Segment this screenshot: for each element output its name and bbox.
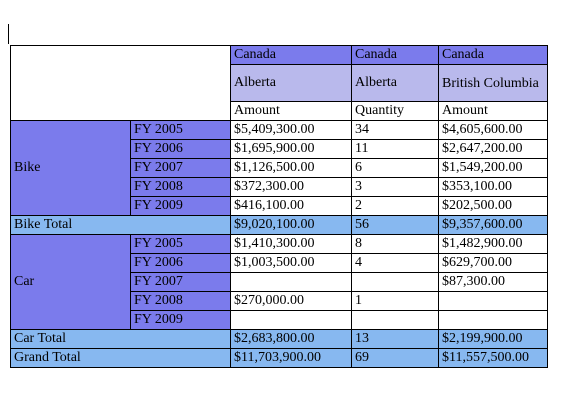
pivot-body: Canada Canada Canada Alberta Alberta Bri…: [10, 45, 548, 368]
column-header-region[interactable]: British Columbia: [438, 64, 548, 102]
row-header-year[interactable]: FY 2007: [130, 158, 231, 178]
grand-total-label: Grand Total: [10, 348, 231, 368]
value-cell: 6: [351, 158, 439, 178]
subtotal-cell: $2,199,900.00: [438, 329, 548, 349]
column-header-measure: Amount: [438, 101, 548, 121]
value-cell: 34: [351, 120, 439, 140]
column-header-region[interactable]: Alberta: [351, 64, 439, 102]
row-header-year[interactable]: FY 2008: [130, 177, 231, 197]
row-header-product[interactable]: Bike: [10, 120, 131, 216]
text-cursor: [8, 24, 9, 44]
table-row: FY 2006 $1,695,900.00 11 $2,647,200.00: [11, 139, 548, 159]
grand-total-cell: $11,557,500.00: [438, 348, 548, 368]
value-cell: $1,695,900.00: [230, 139, 352, 159]
header-row-region: Alberta Alberta British Columbia: [11, 64, 548, 102]
value-cell: $87,300.00: [438, 272, 548, 292]
table-row: FY 2007 $87,300.00: [11, 272, 548, 292]
value-cell: 2: [351, 196, 439, 216]
header-row-measure: Amount Quantity Amount: [11, 101, 548, 121]
value-cell: $270,000.00: [230, 291, 352, 311]
value-cell: $353,100.00: [438, 177, 548, 197]
row-header-year[interactable]: FY 2005: [130, 120, 231, 140]
column-header-measure: Amount: [230, 101, 352, 121]
row-header-year[interactable]: FY 2006: [130, 139, 231, 159]
column-header-region[interactable]: Alberta: [230, 64, 352, 102]
value-cell: 11: [351, 139, 439, 159]
table-row: FY 2007 $1,126,500.00 6 $1,549,200.00: [11, 158, 548, 178]
subtotal-label: Bike Total: [10, 215, 231, 235]
grand-total-row: Grand Total $11,703,900.00 69 $11,557,500.0…: [10, 348, 548, 368]
value-cell: $202,500.00: [438, 196, 548, 216]
row-header-year[interactable]: FY 2007: [130, 272, 231, 292]
value-cell: $1,549,200.00: [438, 158, 548, 178]
value-cell: $1,410,300.00: [230, 234, 352, 254]
value-cell: [438, 291, 548, 311]
grand-total-cell: $11,703,900.00: [230, 348, 352, 368]
subtotal-row: Car Total $2,683,800.00 13 $2,199,900.00: [10, 329, 548, 349]
value-cell: $416,100.00: [230, 196, 352, 216]
subtotal-cell: $9,020,100.00: [230, 215, 352, 235]
row-header-product[interactable]: Car: [10, 234, 131, 330]
value-cell: [230, 310, 352, 330]
pivot-table: Canada Canada Canada Alberta Alberta Bri…: [10, 45, 548, 368]
table-row: FY 2008 $372,300.00 3 $353,100.00: [11, 177, 548, 197]
grand-total-cell: 69: [351, 348, 439, 368]
table-row: FY 2008 $270,000.00 1: [11, 291, 548, 311]
value-cell: [351, 310, 439, 330]
subtotal-cell: $2,683,800.00: [230, 329, 352, 349]
value-cell: [230, 272, 352, 292]
value-cell: $2,647,200.00: [438, 139, 548, 159]
value-cell: $4,605,600.00: [438, 120, 548, 140]
table-row: FY 2006 $1,003,500.00 4 $629,700.00: [11, 253, 548, 273]
value-cell: $1,482,900.00: [438, 234, 548, 254]
value-cell: $5,409,300.00: [230, 120, 352, 140]
table-row: Bike FY 2005 $5,409,300.00 34 $4,605,600.00: [10, 120, 548, 216]
value-cell: $372,300.00: [230, 177, 352, 197]
corner-cell: [10, 45, 231, 121]
row-header-year[interactable]: FY 2009: [130, 196, 231, 216]
value-cell: $1,003,500.00: [230, 253, 352, 273]
row-header-year[interactable]: FY 2006: [130, 253, 231, 273]
row-header-year[interactable]: FY 2009: [130, 310, 231, 330]
subtotal-label: Car Total: [10, 329, 231, 349]
row-header-year[interactable]: FY 2008: [130, 291, 231, 311]
value-cell: $629,700.00: [438, 253, 548, 273]
column-header-measure: Quantity: [351, 101, 439, 121]
column-header-country[interactable]: Canada: [230, 45, 352, 65]
value-cell: [438, 310, 548, 330]
table-row: Car FY 2005 $1,410,300.00 8 $1,482,900.00: [10, 234, 548, 330]
header-row-country: Canada Canada Canada: [10, 45, 548, 121]
value-cell: 8: [351, 234, 439, 254]
value-cell: 4: [351, 253, 439, 273]
subtotal-cell: 56: [351, 215, 439, 235]
value-cell: 1: [351, 291, 439, 311]
subtotal-cell: $9,357,600.00: [438, 215, 548, 235]
subtotal-cell: 13: [351, 329, 439, 349]
table-row: FY 2009 $416,100.00 2 $202,500.00: [11, 196, 548, 216]
column-header-country[interactable]: Canada: [351, 45, 439, 65]
value-cell: 3: [351, 177, 439, 197]
value-cell: $1,126,500.00: [230, 158, 352, 178]
value-cell: [351, 272, 439, 292]
subtotal-row: Bike Total $9,020,100.00 56 $9,357,600.00: [10, 215, 548, 235]
column-header-country[interactable]: Canada: [438, 45, 548, 65]
row-header-year[interactable]: FY 2005: [130, 234, 231, 254]
